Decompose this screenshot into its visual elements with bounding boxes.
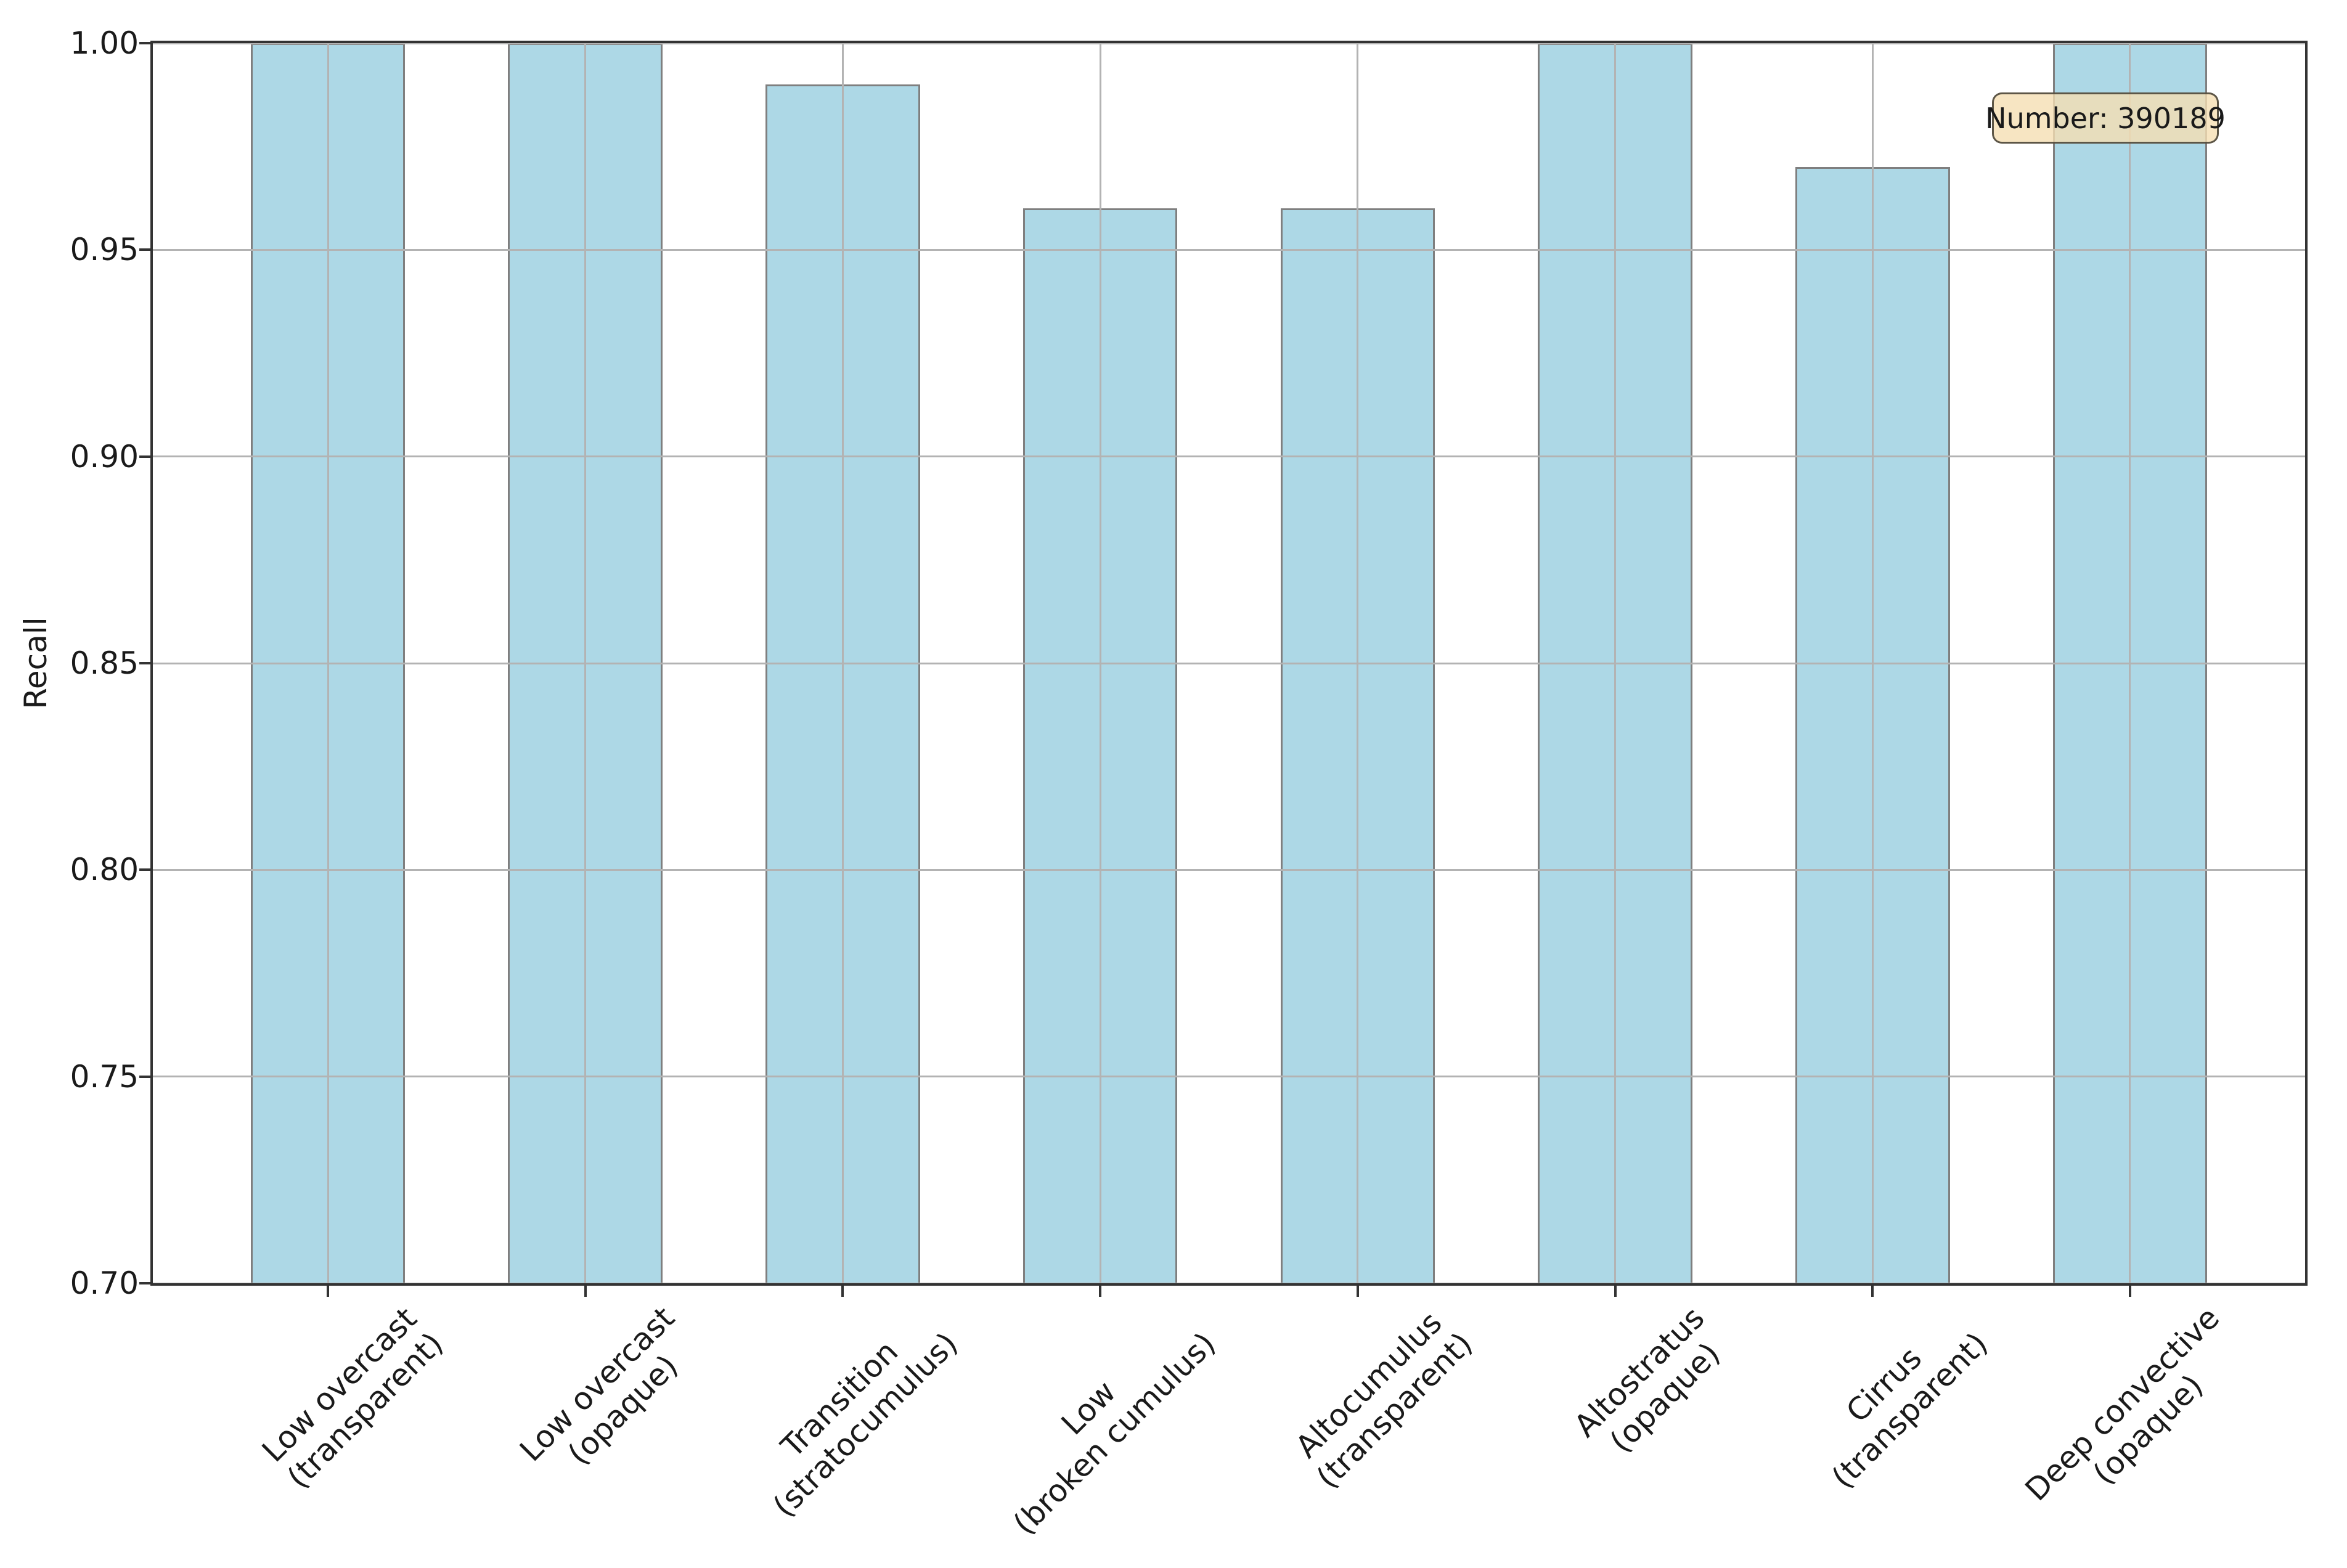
x-tick-label: Low overcast (opaque) — [513, 1300, 685, 1472]
x-gridline — [327, 43, 329, 1283]
x-tick-mark — [2128, 1286, 2131, 1297]
y-tick-mark — [139, 868, 150, 872]
x-tick-label: Altostratus (opaque) — [1567, 1300, 1727, 1460]
x-gridline — [1357, 43, 1359, 1283]
y-tick-mark — [139, 662, 150, 664]
x-gridline — [841, 43, 844, 1283]
y-tick-label: 1.00 — [70, 25, 139, 61]
annotation-box: Number: 390189 — [1985, 92, 2226, 144]
y-gridline — [153, 248, 2305, 251]
x-tick-label: Altocumulus (transparent) — [1289, 1304, 1480, 1496]
y-tick-label: 0.90 — [70, 438, 139, 475]
y-tick-mark — [139, 1075, 150, 1078]
x-tick-mark — [1099, 1286, 1102, 1297]
x-gridline — [584, 43, 587, 1283]
x-tick-label: Low (broken cumulus) — [1006, 1325, 1222, 1542]
y-gridline — [153, 455, 2305, 458]
x-gridline — [1614, 43, 1617, 1283]
y-tick-label: 0.80 — [70, 852, 139, 888]
y-tick-mark — [139, 1282, 150, 1284]
x-tick-mark — [327, 1286, 330, 1297]
y-tick-label: 0.75 — [70, 1058, 139, 1095]
x-tick-mark — [1614, 1286, 1617, 1297]
y-tick-label: 0.85 — [70, 645, 139, 681]
x-tick-mark — [584, 1286, 587, 1297]
y-gridline — [153, 868, 2305, 871]
x-gridline — [1871, 43, 1874, 1283]
y-gridline — [153, 42, 2305, 44]
x-gridline — [1099, 43, 1101, 1283]
x-tick-label: Cirrus (transparent) — [1824, 1325, 1994, 1496]
x-tick-mark — [1356, 1286, 1359, 1297]
y-tick-mark — [139, 248, 150, 251]
y-gridline — [153, 1076, 2305, 1078]
x-tick-mark — [1871, 1286, 1874, 1297]
y-tick-mark — [139, 42, 150, 44]
y-tick-label: 0.70 — [70, 1265, 139, 1301]
x-gridline — [2129, 43, 2131, 1283]
annotation-text: Number: 390189 — [1985, 101, 2226, 135]
x-tick-label: Transition (stratocumulus) — [766, 1325, 965, 1524]
x-tick-label: Deep convective (opaque) — [2018, 1300, 2226, 1508]
x-tick-label: Low overcast (transparent) — [255, 1301, 450, 1496]
y-tick-label: 0.95 — [70, 232, 139, 268]
y-tick-mark — [139, 455, 150, 458]
y-gridline — [153, 662, 2305, 664]
x-tick-mark — [841, 1286, 844, 1297]
